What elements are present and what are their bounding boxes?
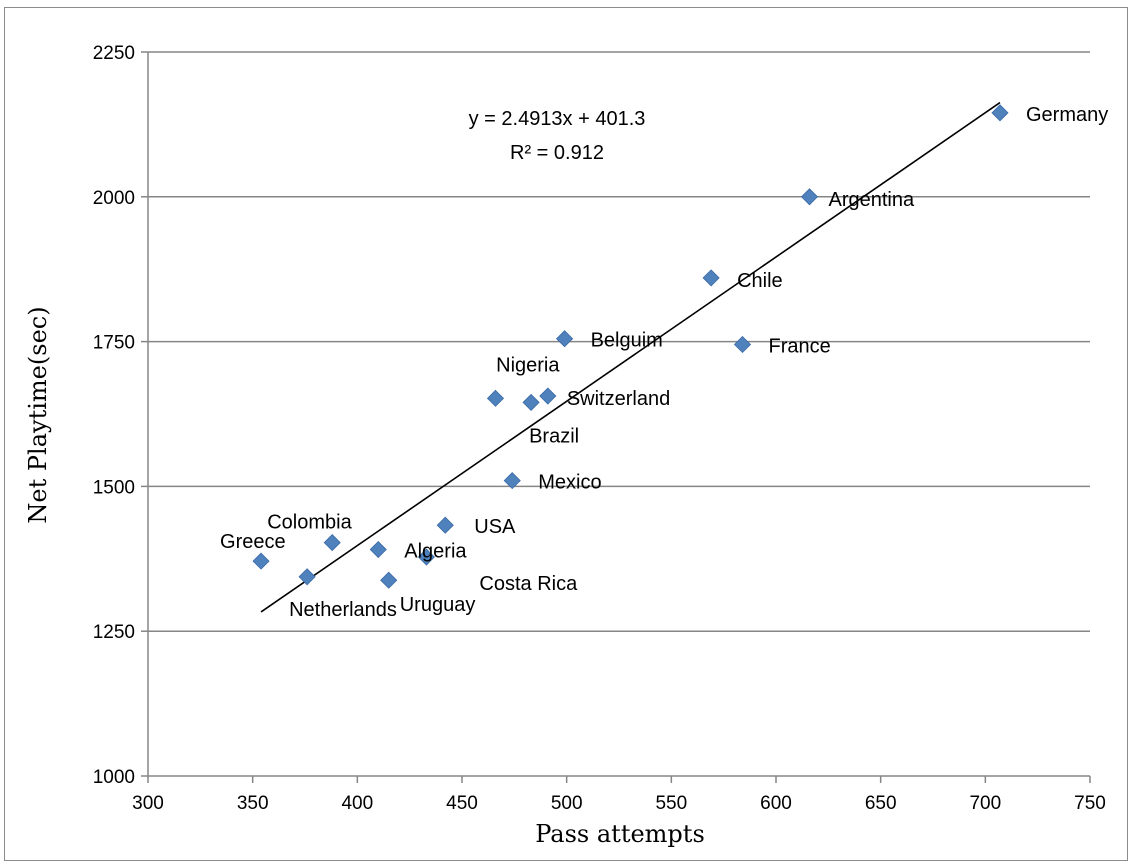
point-label: France <box>769 335 831 357</box>
trendline <box>260 101 1001 613</box>
y-tick-labels: 1000 1250 1500 1750 2000 2250 <box>93 43 135 788</box>
point-label: Argentina <box>828 189 914 211</box>
data-point <box>323 534 341 552</box>
trendline-equation: y = 2.4913x + 401.3 <box>469 108 646 130</box>
y-axis-title: Net Playtime(sec) <box>24 306 52 523</box>
x-tick-label: 500 <box>551 793 583 814</box>
point-label: Belguim <box>591 330 663 352</box>
data-point <box>702 269 720 287</box>
x-tick-label: 450 <box>446 793 478 814</box>
x-tick-label: 300 <box>132 793 164 814</box>
x-tick-label: 400 <box>341 793 373 814</box>
point-label: Chile <box>737 270 783 292</box>
x-tick-labels: 300 350 400 450 500 550 600 650 700 750 <box>132 793 1106 814</box>
point-label: USA <box>474 516 516 538</box>
x-tick-label: 600 <box>760 793 792 814</box>
data-point <box>380 571 398 589</box>
x-tick-label: 750 <box>1074 793 1106 814</box>
data-point <box>486 389 505 407</box>
chart-frame <box>4 7 1128 861</box>
axes <box>141 51 1091 783</box>
y-tick-label: 2250 <box>93 43 135 64</box>
x-tick-label: 650 <box>865 793 897 814</box>
data-point <box>733 335 752 354</box>
x-tick-label: 350 <box>237 793 269 814</box>
data-point <box>991 104 1009 122</box>
y-tick-label: 1250 <box>93 622 135 643</box>
x-tick-label: 550 <box>655 793 687 814</box>
point-label: Mexico <box>538 472 601 494</box>
trendline-line <box>260 101 1001 613</box>
point-label: Costa Rica <box>479 573 578 595</box>
point-label: Switzerland <box>567 388 670 410</box>
data-point <box>800 188 819 206</box>
data-point <box>369 540 387 559</box>
y-tick-label: 1750 <box>93 333 135 354</box>
point-label: Netherlands <box>289 599 397 621</box>
x-axis-title: Pass attempts <box>535 820 705 848</box>
data-point <box>522 393 540 411</box>
data-points <box>252 104 1009 589</box>
data-point <box>436 516 454 534</box>
data-point <box>252 552 270 570</box>
point-label: Germany <box>1026 104 1108 126</box>
y-tick-label: 2000 <box>93 188 135 209</box>
data-point <box>298 568 316 586</box>
point-label: Algeria <box>404 541 467 563</box>
y-tick-label: 1500 <box>93 477 135 498</box>
data-point <box>503 472 521 490</box>
point-labels: Germany Argentina Chile Belguim France Nigeri… <box>220 104 1108 621</box>
trendline-r-squared: R² = 0.912 <box>510 142 604 164</box>
point-label: Greece <box>220 531 286 553</box>
point-label: Brazil <box>529 425 579 447</box>
data-point <box>556 330 574 348</box>
point-label: Nigeria <box>496 354 560 376</box>
point-label: Uruguay <box>400 594 476 616</box>
gridlines <box>148 51 1090 632</box>
data-point <box>539 387 557 405</box>
data-point <box>417 548 435 566</box>
y-tick-label: 1000 <box>93 767 135 788</box>
x-tick-label: 700 <box>969 793 1001 814</box>
point-label: Colombia <box>267 512 352 534</box>
